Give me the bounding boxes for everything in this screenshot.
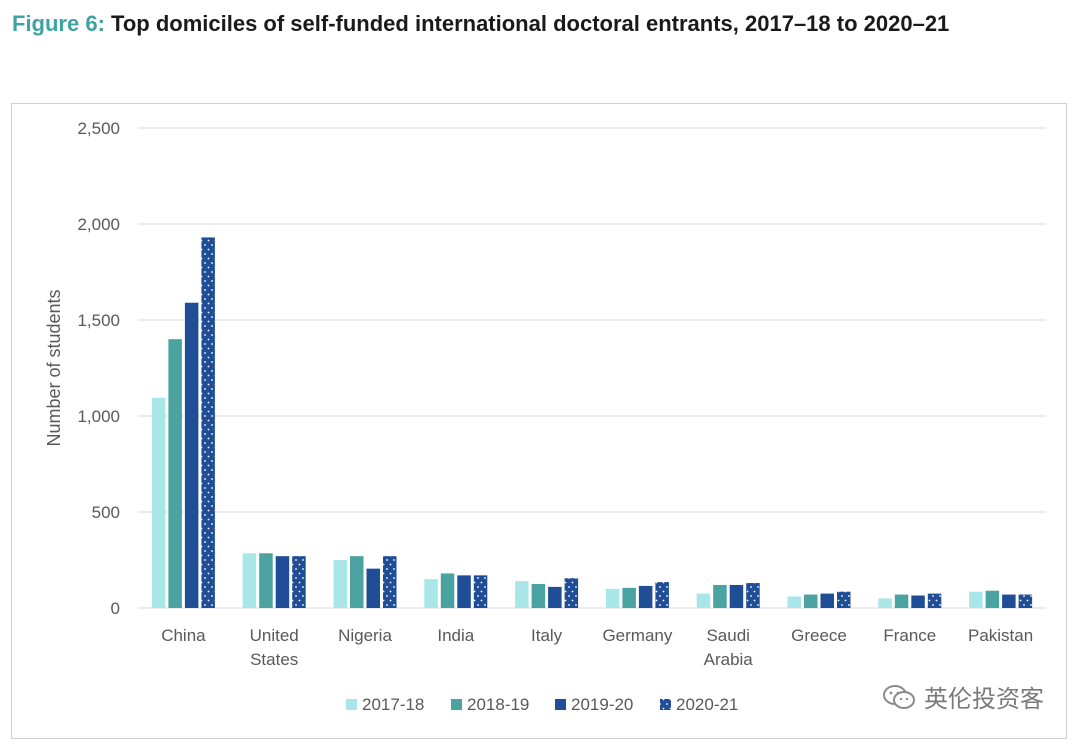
- bar-pakistan-2018-19: [985, 590, 1000, 608]
- bar-united-states-2017-18: [242, 553, 257, 608]
- bar-greece-2020-21: [837, 591, 851, 608]
- category-label: India: [437, 626, 474, 645]
- y-tick-label: 500: [92, 503, 120, 522]
- legend-label-2020-21: 2020-21: [676, 695, 738, 714]
- legend-label-2018-19: 2018-19: [467, 695, 529, 714]
- y-axis-title: Number of students: [44, 289, 64, 446]
- bar-nigeria-2020-21: [383, 556, 397, 608]
- category-label: Pakistan: [968, 626, 1033, 645]
- bar-pakistan-2019-20: [1002, 594, 1016, 608]
- category-label: France: [883, 626, 936, 645]
- legend-swatch-2019-20: [555, 699, 566, 710]
- legend-swatch-2017-18: [346, 699, 357, 710]
- category-labels: China United States Nigeria India Italy German…: [161, 626, 1033, 669]
- category-label: States: [250, 650, 298, 669]
- y-tick-label: 2,500: [77, 119, 120, 138]
- bar-india-2019-20: [457, 575, 471, 608]
- bar-united-states-2019-20: [275, 556, 290, 608]
- bar-india-2017-18: [424, 579, 438, 608]
- bar-greece-2019-20: [820, 593, 834, 608]
- bar-india-2020-21: [473, 575, 488, 608]
- bar-greece-2017-18: [787, 596, 801, 608]
- bar-nigeria-2017-18: [333, 560, 347, 608]
- bar-china-2018-19: [168, 339, 182, 608]
- bar-france-2020-21: [927, 593, 942, 608]
- bars: [151, 237, 1033, 608]
- category-label: Saudi: [706, 626, 749, 645]
- category-label: Germany: [602, 626, 672, 645]
- bar-italy-2018-19: [531, 584, 546, 608]
- legend-swatch-2020-21: [660, 699, 671, 710]
- figure-title: Figure 6: Top domiciles of self-funded i…: [12, 6, 1012, 42]
- bar-united-states-2020-21: [292, 556, 306, 608]
- watermark-text: 英伦投资客: [924, 685, 1044, 713]
- category-label: Italy: [531, 626, 563, 645]
- figure-title-text: Top domiciles of self-funded internation…: [111, 11, 950, 36]
- gridlines: [138, 127, 1046, 609]
- wechat-icon: [883, 684, 915, 709]
- bar-china-2017-18: [151, 397, 166, 608]
- chart-frame: [11, 103, 1067, 739]
- category-label: China: [161, 626, 206, 645]
- y-tick-label: 1,500: [77, 311, 120, 330]
- bar-china-2020-21: [201, 237, 215, 608]
- y-axis-ticks: 0 500 1,000 1,500 2,000 2,500: [77, 119, 120, 618]
- bar-pakistan-2017-18: [969, 591, 983, 608]
- bar-nigeria-2018-19: [350, 556, 364, 608]
- bar-germany-2017-18: [605, 588, 620, 608]
- category-label: Greece: [791, 626, 847, 645]
- bar-italy-2019-20: [548, 586, 562, 608]
- bar-italy-2020-21: [564, 578, 579, 608]
- bar-greece-2018-19: [804, 594, 818, 608]
- legend-label-2017-18: 2017-18: [362, 695, 424, 714]
- category-label: Nigeria: [338, 626, 392, 645]
- legend: 2017-18 2018-19 2019-20 2020-21: [346, 695, 738, 714]
- legend-swatch-2018-19: [451, 699, 462, 710]
- bar-saudi-arabia-2018-19: [713, 584, 727, 608]
- bar-saudi-arabia-2017-18: [696, 593, 711, 608]
- category-label: Arabia: [704, 650, 754, 669]
- bar-france-2017-18: [878, 598, 892, 608]
- bar-nigeria-2019-20: [366, 568, 380, 608]
- bar-india-2018-19: [440, 573, 455, 608]
- legend-label-2019-20: 2019-20: [571, 695, 633, 714]
- y-tick-label: 1,000: [77, 407, 120, 426]
- bar-italy-2017-18: [515, 581, 529, 608]
- bar-pakistan-2020-21: [1018, 594, 1033, 608]
- watermark: 英伦投资客: [882, 679, 1044, 714]
- y-tick-label: 0: [111, 599, 120, 618]
- bar-germany-2018-19: [622, 587, 636, 608]
- y-tick-label: 2,000: [77, 215, 120, 234]
- bar-china-2019-20: [184, 302, 199, 608]
- bar-saudi-arabia-2020-21: [746, 583, 760, 608]
- bar-saudi-arabia-2019-20: [729, 584, 744, 608]
- bar-germany-2020-21: [655, 582, 669, 608]
- category-label: United: [250, 626, 299, 645]
- bar-united-states-2018-19: [259, 553, 273, 608]
- figure-number: Figure 6:: [12, 11, 105, 36]
- bar-france-2019-20: [911, 595, 925, 608]
- bar-germany-2019-20: [638, 585, 653, 608]
- bar-france-2018-19: [894, 594, 909, 608]
